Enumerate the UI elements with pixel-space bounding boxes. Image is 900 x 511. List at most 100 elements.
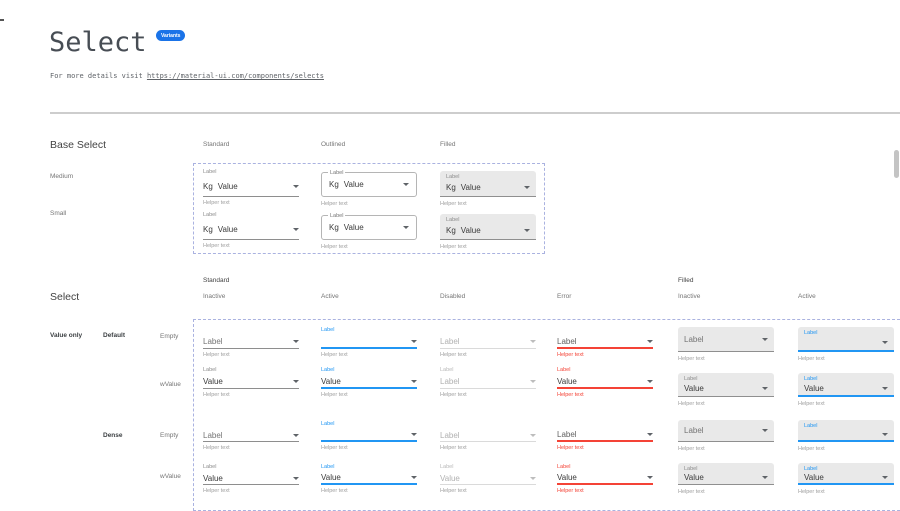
dropdown-caret-icon xyxy=(293,340,299,343)
select-field-standard-active[interactable]: Label Helper text xyxy=(321,326,417,358)
helper-text: Helper text xyxy=(557,352,584,358)
select-field-standard-inactive[interactable]: Label Value Helper text xyxy=(203,463,299,494)
field-value: Label xyxy=(440,375,536,389)
field-value-text: Label xyxy=(684,426,704,435)
select-field-filled-active[interactable]: Label Helper text xyxy=(798,420,894,452)
field-value-text: Label xyxy=(557,430,577,439)
field-adornment: Kg xyxy=(329,180,339,189)
row-group-default: Default xyxy=(103,332,126,339)
column-header-outlined: Outlined xyxy=(321,141,346,148)
select-field-filled-inactive[interactable]: Label Helper text xyxy=(678,420,774,452)
select-field-standard-error[interactable]: Label Value Helper text xyxy=(557,463,653,494)
field-adornment: Kg xyxy=(329,223,339,232)
select-box: Label Value xyxy=(798,463,894,485)
field-value: Label xyxy=(557,429,653,442)
select-field-filled-inactive[interactable]: Label Value Helper text xyxy=(678,366,774,407)
select-field-outlined-inactive[interactable]: Label Kg Value Helper text xyxy=(321,211,417,250)
dropdown-caret-icon xyxy=(647,339,653,343)
page-edge-mark xyxy=(0,19,4,21)
dropdown-caret-icon xyxy=(647,433,653,436)
field-value-text: Value xyxy=(203,377,223,386)
column-header-standard-error: Error xyxy=(557,293,572,300)
select-box: Label Kg Value xyxy=(440,171,536,197)
helper-text: Helper text xyxy=(440,201,467,207)
select-field-filled-inactive[interactable]: Label Helper text xyxy=(678,326,774,362)
dropdown-caret-icon xyxy=(530,476,536,480)
field-value: Label xyxy=(440,335,536,349)
field-value: Value xyxy=(557,375,653,389)
field-adornment: Kg xyxy=(203,182,213,191)
field-label: Label xyxy=(804,376,818,382)
select-field-standard-inactive[interactable]: Label Value Helper text xyxy=(203,366,299,398)
subtitle-link[interactable]: https://material-ui.com/components/selec… xyxy=(146,72,324,80)
field-label: Label xyxy=(446,174,460,180)
field-value-label: Value xyxy=(557,473,577,482)
select-field-filled-inactive[interactable]: Label Value Helper text xyxy=(678,463,774,495)
field-value xyxy=(321,429,417,442)
field-value: Value xyxy=(684,473,768,482)
select-box: Label Value xyxy=(678,463,774,485)
select-box: Label xyxy=(678,420,774,442)
column-header-standard-disabled: Disabled xyxy=(440,293,466,300)
select-box: Label Value xyxy=(678,373,774,397)
helper-text: Helper text xyxy=(321,352,348,358)
field-value: Kg Value xyxy=(329,223,409,232)
dropdown-caret-icon xyxy=(403,183,409,186)
helper-text: Helper text xyxy=(678,489,705,495)
field-label: Label xyxy=(804,466,818,472)
helper-text: Helper text xyxy=(557,445,584,451)
select-field-filled-active[interactable]: Label Value Helper text xyxy=(798,463,894,495)
dropdown-caret-icon xyxy=(530,433,536,437)
field-value-label: Value xyxy=(343,223,364,232)
select-field-standard-disabled[interactable]: Label Label Helper text xyxy=(440,366,536,398)
field-value-label: Label xyxy=(557,336,577,346)
field-label: Label xyxy=(321,367,335,373)
page-title: Select xyxy=(49,27,147,58)
field-label: Label xyxy=(804,423,818,429)
select-field-outlined-inactive[interactable]: Label Kg Value Helper text xyxy=(321,168,417,207)
row-label-medium: Medium xyxy=(50,173,74,180)
dropdown-caret-icon xyxy=(647,476,653,479)
select-field-standard-inactive[interactable]: Label Kg Value Helper text xyxy=(203,168,299,206)
field-value-label: Value xyxy=(321,473,341,482)
select-field-standard-active[interactable]: Label Value Helper text xyxy=(321,366,417,398)
dropdown-caret-icon xyxy=(762,429,768,432)
field-value-label: Label xyxy=(440,377,460,386)
select-field-standard-disabled[interactable]: Label Value Helper text xyxy=(440,463,536,494)
group-header-standard: Standard xyxy=(203,277,230,284)
select-field-filled-active[interactable]: Label Value Helper text xyxy=(798,366,894,407)
field-label xyxy=(440,326,536,335)
select-field-standard-disabled[interactable]: Label Helper text xyxy=(440,420,536,451)
field-value-label: Value xyxy=(460,183,481,192)
select-field-standard-error[interactable]: Label Helper text xyxy=(557,420,653,451)
select-field-standard-disabled[interactable]: Label Helper text xyxy=(440,326,536,358)
field-label: Label xyxy=(684,466,698,472)
select-field-standard-inactive[interactable]: Label Kg Value Helper text xyxy=(203,211,299,249)
dropdown-caret-icon xyxy=(762,387,768,390)
select-field-standard-inactive[interactable]: Label Helper text xyxy=(203,326,299,358)
column-header-filled-inactive: Inactive xyxy=(678,293,701,300)
helper-text: Helper text xyxy=(321,201,348,207)
select-field-filled-inactive[interactable]: Label Kg Value Helper text xyxy=(440,211,536,250)
dropdown-caret-icon xyxy=(882,386,888,390)
helper-text: Helper text xyxy=(203,392,230,398)
field-label: Label xyxy=(203,367,217,373)
field-value: Value xyxy=(684,383,768,394)
scrollbar-thumb[interactable] xyxy=(894,150,899,178)
field-value-text: Value xyxy=(684,384,704,393)
field-label: Label xyxy=(321,327,335,333)
select-example-frame xyxy=(193,319,900,511)
column-header-filled: Filled xyxy=(440,141,456,148)
field-value: Value xyxy=(804,383,888,393)
select-field-standard-error[interactable]: Label Value Helper text xyxy=(557,366,653,398)
select-field-filled-inactive[interactable]: Label Kg Value Helper text xyxy=(440,168,536,207)
select-field-standard-active[interactable]: Label Value Helper text xyxy=(321,463,417,494)
base-select-example-frame xyxy=(193,163,545,254)
select-field-standard-inactive[interactable]: Label Helper text xyxy=(203,420,299,451)
field-value-text: Value xyxy=(557,473,577,482)
select-field-standard-active[interactable]: Label Helper text xyxy=(321,420,417,451)
select-field-standard-error[interactable]: Label Helper text xyxy=(557,326,653,358)
dropdown-caret-icon xyxy=(882,432,888,436)
field-value-text: Kg Value xyxy=(446,226,481,235)
select-field-filled-active[interactable]: Label Helper text xyxy=(798,326,894,362)
